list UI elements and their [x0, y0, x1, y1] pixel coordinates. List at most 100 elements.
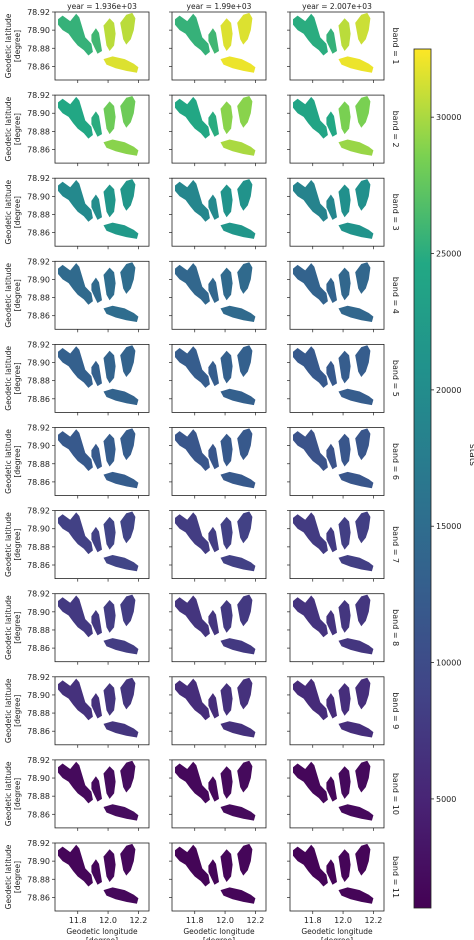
y-axis-label: Geodetic latitude	[4, 96, 13, 161]
glacier-region	[220, 887, 256, 904]
facet-panel: band = 2	[287, 94, 400, 167]
y-axis-label: Geodetic latitude	[4, 844, 13, 909]
glacier-region	[326, 360, 337, 387]
glacier-region	[338, 139, 374, 156]
glacier-region	[338, 56, 374, 73]
row-facet-label: band = 10	[391, 773, 400, 815]
glacier-region	[103, 305, 139, 322]
y-axis-label: [degree]	[13, 113, 22, 145]
y-tick-label: 78.90	[27, 857, 50, 866]
glacier-region	[355, 594, 371, 627]
row-facet-label: band = 4	[391, 277, 400, 314]
glacier-region	[293, 512, 328, 555]
glacier-region	[120, 677, 136, 710]
y-axis-label: Geodetic latitude	[4, 429, 13, 494]
facet-panel: band = 4	[287, 260, 400, 333]
glacier-region	[237, 760, 253, 793]
y-axis-label: [degree]	[13, 279, 22, 311]
glacier-region	[220, 56, 256, 73]
facet-panel	[169, 427, 267, 499]
glacier-region	[338, 388, 374, 406]
glacier-region	[103, 849, 116, 882]
y-tick-label: 78.88	[27, 460, 50, 469]
glacier-region	[208, 277, 219, 303]
y-axis-label: [degree]	[13, 30, 22, 62]
glacier-region	[220, 721, 256, 738]
x-axis-label: Geodetic longitude	[66, 927, 138, 936]
glacier-region	[175, 761, 210, 804]
glacier-region	[120, 511, 136, 544]
facet-panel: 78.92 78.90 78.88 78.86 Geodetic latitude [de…	[4, 174, 150, 250]
column-facet-title: year = 1.936e+03	[67, 2, 137, 11]
glacier-region	[338, 350, 351, 384]
y-tick-label: 78.92	[27, 424, 50, 433]
y-tick-label: 78.90	[27, 359, 50, 368]
glacier-region	[103, 887, 139, 904]
glacier-region	[208, 360, 219, 387]
glacier-region	[58, 13, 93, 56]
glacier-region	[338, 804, 374, 821]
y-tick-label: 78.92	[27, 673, 50, 682]
glacier-region	[338, 766, 351, 799]
colorbar-tick-label: 10000	[436, 659, 461, 668]
y-tick-label: 78.86	[27, 561, 50, 570]
y-tick-label: 78.92	[27, 91, 50, 100]
glacier-region	[220, 101, 233, 135]
glacier-region	[103, 555, 139, 572]
glacier-region	[91, 776, 102, 802]
y-tick-label: 78.90	[27, 774, 50, 783]
glacier-region	[120, 96, 136, 128]
glacier-region	[338, 101, 351, 135]
y-axis-label: [degree]	[13, 861, 22, 893]
facet-panel: 78.92 78.90 78.88 78.86 Geodetic latitude [de…	[4, 91, 150, 167]
y-axis-label: [degree]	[13, 196, 22, 228]
glacier-region	[237, 428, 253, 461]
x-axis-label: Geodetic longitude	[183, 927, 255, 936]
glacier-region	[220, 222, 256, 239]
row-facet-label: band = 2	[391, 111, 400, 148]
y-tick-label: 78.88	[27, 127, 50, 136]
glacier-region	[103, 101, 116, 135]
glacier-region	[326, 28, 337, 54]
glacier-region	[326, 693, 337, 719]
y-tick-label: 78.86	[27, 229, 50, 238]
y-tick-label: 78.86	[27, 644, 50, 653]
column-facet-title: year = 1.99e+03	[187, 2, 252, 11]
glacier-region	[338, 683, 351, 716]
y-tick-label: 78.90	[27, 192, 50, 201]
y-axis-label: Geodetic latitude	[4, 595, 13, 660]
glacier-region	[326, 277, 337, 303]
facet-panel	[169, 343, 267, 416]
x-tick-label: 12.2	[364, 916, 382, 925]
colorbar-tick-label: 30000	[436, 113, 461, 122]
glacier-region	[175, 678, 210, 721]
y-tick-label: 78.88	[27, 709, 50, 718]
y-tick-label: 78.90	[27, 691, 50, 700]
glacier-region	[103, 267, 116, 301]
glacier-region	[91, 526, 102, 553]
glacier-region	[91, 693, 102, 719]
glacier-region	[103, 222, 139, 239]
glacier-region	[326, 610, 337, 636]
y-axis-label: [degree]	[13, 695, 22, 727]
colorbar-tick-label: 20000	[436, 386, 461, 395]
glacier-region	[120, 179, 136, 211]
y-tick-label: 78.92	[27, 174, 50, 183]
facet-panel: 11.8 12.0 12.2 Geodetic longitude[degree]	[169, 842, 267, 940]
facet-panel	[169, 260, 267, 333]
glacier-region	[120, 760, 136, 793]
glacier-region	[338, 222, 374, 239]
glacier-region	[326, 194, 337, 220]
glacier-region	[326, 526, 337, 553]
row-facet-label: band = 9	[391, 692, 400, 729]
glacier-region	[355, 760, 371, 793]
glacier-region	[220, 849, 233, 882]
glacier-region	[103, 350, 116, 384]
row-facet-label: band = 8	[391, 609, 400, 646]
y-tick-label: 78.88	[27, 210, 50, 219]
glacier-region	[293, 761, 328, 804]
glacier-region	[120, 12, 136, 45]
glacier-region	[58, 761, 93, 804]
y-tick-label: 78.86	[27, 62, 50, 71]
glacier-region	[293, 96, 328, 139]
